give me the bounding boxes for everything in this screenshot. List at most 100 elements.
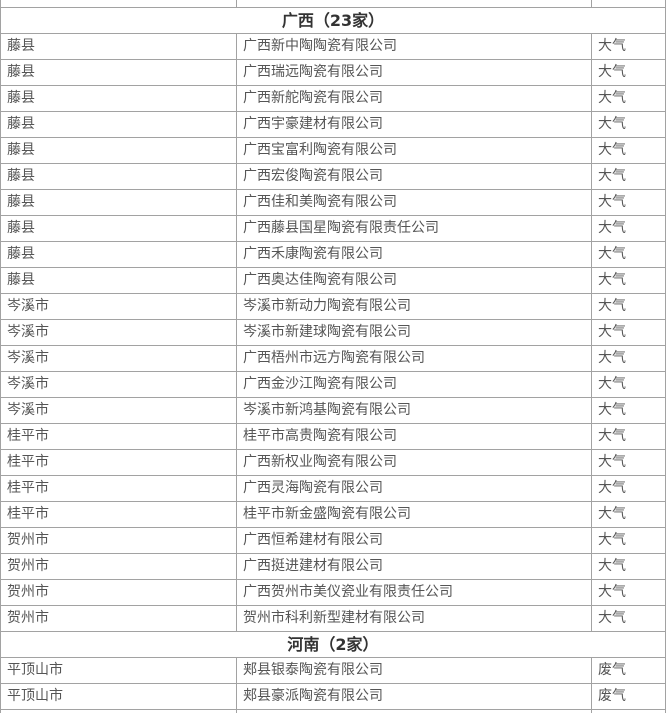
emission-type-cell: 大气 xyxy=(591,371,666,398)
company-cell: 贺州市科利新型建材有限公司 xyxy=(236,605,592,632)
company-cell: 广西宇豪建材有限公司 xyxy=(236,111,592,138)
city-cell: 藤县 xyxy=(0,137,237,164)
company-cell: 岑溪市新动力陶瓷有限公司 xyxy=(236,293,592,320)
city-cell xyxy=(0,0,237,8)
emission-type-cell: 废气 xyxy=(591,657,666,684)
emission-type-cell: 大气 xyxy=(591,397,666,424)
city-cell: 岑溪市 xyxy=(0,397,237,424)
table-row: 桂平市 广西灵海陶瓷有限公司 大气 xyxy=(0,475,666,502)
table-row: 桂平市 桂平市新金盛陶瓷有限公司 大气 xyxy=(0,501,666,528)
company-cell: 广西金沙江陶瓷有限公司 xyxy=(236,371,592,398)
company-cell: 郏县豪派陶瓷有限公司 xyxy=(236,683,592,710)
emission-type-cell: 大气 xyxy=(591,189,666,216)
emission-type-cell: 大气 xyxy=(591,475,666,502)
city-cell: 平顶山市 xyxy=(0,657,237,684)
city-cell: 桂平市 xyxy=(0,423,237,450)
city-cell: 桂平市 xyxy=(0,475,237,502)
table-row: 岑溪市 岑溪市新鸿基陶瓷有限公司 大气 xyxy=(0,397,666,424)
company-cell: 广西禾康陶瓷有限公司 xyxy=(236,241,592,268)
table-row: 贺州市 广西恒希建材有限公司 大气 xyxy=(0,527,666,554)
city-cell: 藤县 xyxy=(0,189,237,216)
city-cell: 岑溪市 xyxy=(0,293,237,320)
city-cell: 桂平市 xyxy=(0,501,237,528)
emission-type-cell: 大气 xyxy=(591,345,666,372)
partial-row-top xyxy=(0,0,666,8)
emission-type-cell: 大气 xyxy=(591,215,666,242)
table-row: 贺州市 贺州市科利新型建材有限公司 大气 xyxy=(0,605,666,632)
company-cell: 广西贺州市美仪瓷业有限责任公司 xyxy=(236,579,592,606)
company-cell xyxy=(236,709,592,713)
company-cell: 广西新中陶陶瓷有限公司 xyxy=(236,33,592,60)
company-cell: 广西挺进建材有限公司 xyxy=(236,553,592,580)
emission-type-cell: 大气 xyxy=(591,59,666,86)
table-row: 藤县 广西佳和美陶瓷有限公司 大气 xyxy=(0,189,666,216)
city-cell: 岑溪市 xyxy=(0,371,237,398)
company-cell: 广西宏俊陶瓷有限公司 xyxy=(236,163,592,190)
emission-type-cell: 大气 xyxy=(591,33,666,60)
section-header-row: 广西（23家） xyxy=(0,7,666,34)
city-cell: 藤县 xyxy=(0,241,237,268)
section-header-row: 河南（2家） xyxy=(0,631,666,658)
table-row: 贺州市 广西挺进建材有限公司 大气 xyxy=(0,553,666,580)
company-cell: 广西佳和美陶瓷有限公司 xyxy=(236,189,592,216)
table-row: 岑溪市 岑溪市新建球陶瓷有限公司 大气 xyxy=(0,319,666,346)
section-header-title: 广西（23家） xyxy=(0,7,666,34)
emission-type-cell: 大气 xyxy=(591,423,666,450)
company-cell: 广西梧州市远方陶瓷有限公司 xyxy=(236,345,592,372)
table-row: 岑溪市 广西梧州市远方陶瓷有限公司 大气 xyxy=(0,345,666,372)
table-row: 平顶山市 郏县银泰陶瓷有限公司 废气 xyxy=(0,657,666,684)
company-cell: 广西新舵陶瓷有限公司 xyxy=(236,85,592,112)
emission-type-cell: 大气 xyxy=(591,293,666,320)
table-row: 岑溪市 广西金沙江陶瓷有限公司 大气 xyxy=(0,371,666,398)
emission-type-cell: 大气 xyxy=(591,449,666,476)
city-cell: 桂平市 xyxy=(0,449,237,476)
emission-type-cell: 废气 xyxy=(591,683,666,710)
company-cell: 广西宝富利陶瓷有限公司 xyxy=(236,137,592,164)
city-cell: 岑溪市 xyxy=(0,319,237,346)
emission-type-cell: 大气 xyxy=(591,579,666,606)
table-row: 桂平市 广西新权业陶瓷有限公司 大气 xyxy=(0,449,666,476)
city-cell: 贺州市 xyxy=(0,527,237,554)
company-cell: 桂平市新金盛陶瓷有限公司 xyxy=(236,501,592,528)
table-row: 岑溪市 岑溪市新动力陶瓷有限公司 大气 xyxy=(0,293,666,320)
table-row: 藤县 广西新中陶陶瓷有限公司 大气 xyxy=(0,33,666,60)
table-row: 藤县 广西瑞远陶瓷有限公司 大气 xyxy=(0,59,666,86)
emission-type-cell: 大气 xyxy=(591,319,666,346)
emission-type-cell: 大气 xyxy=(591,111,666,138)
city-cell: 藤县 xyxy=(0,163,237,190)
emission-type-cell: 大气 xyxy=(591,501,666,528)
emission-type-cell: 大气 xyxy=(591,85,666,112)
city-cell: 藤县 xyxy=(0,85,237,112)
section-header-title: 河南（2家） xyxy=(0,631,666,658)
company-cell: 广西恒希建材有限公司 xyxy=(236,527,592,554)
emission-type-cell: 大气 xyxy=(591,527,666,554)
table-row: 藤县 广西新舵陶瓷有限公司 大气 xyxy=(0,85,666,112)
emission-type-cell: 大气 xyxy=(591,137,666,164)
company-cell: 广西藤县国星陶瓷有限责任公司 xyxy=(236,215,592,242)
table-row: 藤县 广西藤县国星陶瓷有限责任公司 大气 xyxy=(0,215,666,242)
company-cell xyxy=(236,0,592,8)
partial-row-bottom xyxy=(0,709,666,713)
emission-type-cell xyxy=(591,709,666,713)
emission-type-cell: 大气 xyxy=(591,553,666,580)
city-cell: 岑溪市 xyxy=(0,345,237,372)
table-row: 藤县 广西禾康陶瓷有限公司 大气 xyxy=(0,241,666,268)
city-cell: 平顶山市 xyxy=(0,683,237,710)
city-cell: 藤县 xyxy=(0,215,237,242)
city-cell xyxy=(0,709,237,713)
city-cell: 贺州市 xyxy=(0,579,237,606)
company-cell: 岑溪市新鸿基陶瓷有限公司 xyxy=(236,397,592,424)
table-row: 藤县 广西奥达佳陶瓷有限公司 大气 xyxy=(0,267,666,294)
table-row: 藤县 广西宝富利陶瓷有限公司 大气 xyxy=(0,137,666,164)
emission-type-cell: 大气 xyxy=(591,241,666,268)
city-cell: 藤县 xyxy=(0,111,237,138)
emission-type-cell: 大气 xyxy=(591,605,666,632)
table-row: 藤县 广西宏俊陶瓷有限公司 大气 xyxy=(0,163,666,190)
city-cell: 藤县 xyxy=(0,59,237,86)
table-row: 平顶山市 郏县豪派陶瓷有限公司 废气 xyxy=(0,683,666,710)
emission-type-cell: 大气 xyxy=(591,163,666,190)
company-cell: 广西新权业陶瓷有限公司 xyxy=(236,449,592,476)
company-cell: 郏县银泰陶瓷有限公司 xyxy=(236,657,592,684)
